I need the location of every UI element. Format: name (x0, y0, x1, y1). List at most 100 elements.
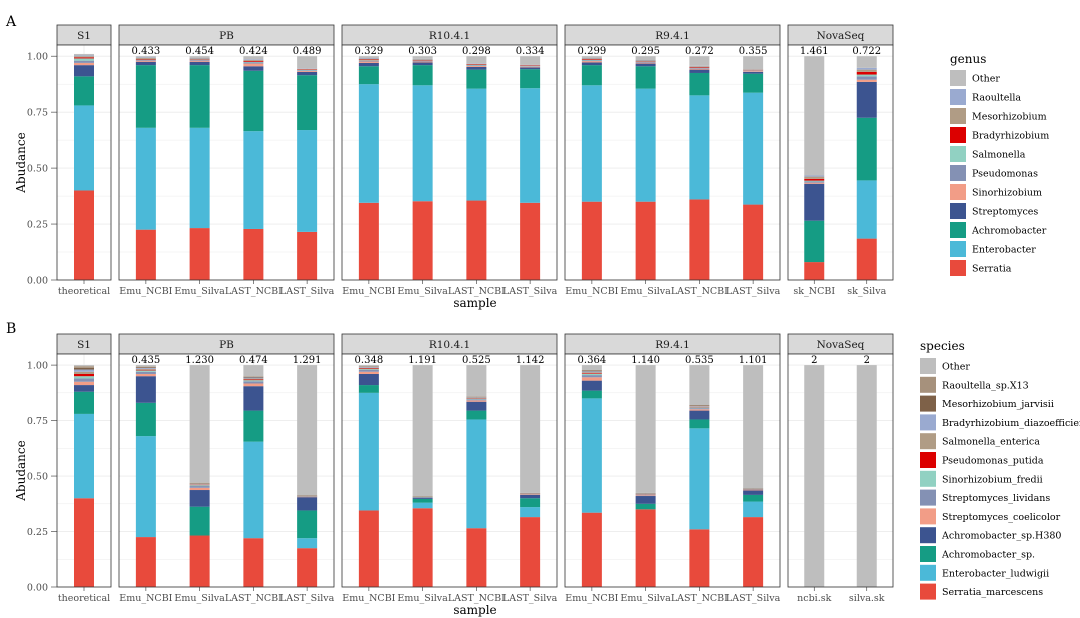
bar-segment-Streptomyces (297, 71, 318, 76)
facet-strip-label: PB (219, 339, 234, 351)
bar-annotation: 0.433 (132, 46, 161, 57)
bar-segment-Mesorhizobium (804, 176, 825, 179)
bar-segment-Streptomyces (74, 65, 94, 77)
bar-segment-Other (358, 56, 379, 58)
bar-segment-Sinorhizobium (74, 62, 94, 66)
bar-segment-Mesorhizobium (689, 66, 710, 67)
bar-segment-Bradyrhizobium_diazoefficiens (581, 371, 602, 373)
bar-segment-Raoultella_sp.X13 (74, 366, 94, 368)
bar-segment-Serratia_marcescens (466, 528, 487, 587)
bar-segment-Other (243, 365, 264, 377)
bar-segment-Pseudomonas (297, 70, 318, 71)
bar-segment-Serratia (689, 199, 710, 280)
bar-segment-Other (412, 365, 433, 497)
facet-PB: PB 0.433 Emu_NCBI 0.454 Emu_Silva 0.424 LAST_N… (118, 24, 335, 297)
bar-segment-Pseudomonas_putida (581, 373, 602, 374)
bar-annotation: 0.474 (239, 355, 268, 366)
bar-segment-Salmonella (856, 74, 877, 77)
facet-strip-label: NovaSeq (817, 30, 865, 42)
bar-segment-Serratia (358, 202, 379, 280)
bar-segment-Serratia (189, 228, 210, 280)
bar-segment-Enterobacter_ludwigii (243, 441, 264, 539)
bar-segment-Sinorhizobium (635, 62, 656, 64)
bar-segment-Serratia (243, 228, 264, 280)
x-axis-label: sample (453, 603, 496, 617)
bar-segment-Raoultella (804, 175, 825, 177)
bar-segment-Bradyrhizobium (804, 178, 825, 181)
legend-swatch (920, 376, 936, 393)
x-tick-label: Emu_Silva (620, 286, 671, 297)
bar-segment-Salmonella_enterica (135, 368, 156, 370)
bar-annotation: 0.298 (462, 46, 491, 57)
bar-segment-Other (74, 53, 94, 56)
bar-segment-Enterobacter (189, 127, 210, 229)
bar-segment-Streptomyces (466, 66, 487, 70)
bar-segment-Serratia (635, 201, 656, 280)
legend-label: Salmonella_enterica (942, 437, 1040, 448)
bar-segment-Enterobacter_ludwigii (581, 398, 602, 513)
bar-segment-Pseudomonas (135, 59, 156, 61)
bar-segment-Serratia (412, 201, 433, 280)
legend-swatch (920, 395, 936, 412)
bar-segment-Streptomyces_lividans (189, 486, 210, 488)
legend-swatch (950, 70, 966, 86)
legend-label: Bradyrhizobium_diazoefficiens (942, 418, 1080, 429)
bar-segment-Serratia_marcescens (189, 535, 210, 587)
bar-segment-Achromobacter_sp.H380 (520, 494, 541, 499)
x-tick-label: silva.sk (849, 593, 885, 604)
bar-segment-Salmonella (243, 61, 264, 63)
bar-segment-Mesorhizobium (466, 63, 487, 65)
bar-segment-Other (358, 365, 379, 367)
bar-segment-Streptomyces_coelicolor (581, 377, 602, 381)
bar-segment-Bradyrhizobium_diazoefficiens (358, 367, 379, 368)
legend-label: Sinorhizobium_fredii (942, 474, 1043, 485)
bar-segment-Raoultella (358, 57, 379, 59)
bar-segment-Other (297, 56, 318, 69)
legend-label: Other (972, 74, 1000, 85)
bar-segment-Achromobacter_sp.H380 (74, 385, 94, 392)
bar-segment-Streptomyces (804, 183, 825, 221)
bar-segment-Streptomyces_coelicolor (689, 409, 710, 411)
bar-segment-Serratia_marcescens (74, 498, 94, 587)
bar-segment-Serratia_marcescens (243, 538, 264, 587)
x-tick-label: Emu_NCBI (119, 286, 172, 297)
facet-border (564, 353, 781, 588)
x-tick-label: sk_NCBI (793, 286, 835, 297)
legend-swatch (920, 414, 936, 431)
bar-segment-Other (856, 365, 877, 587)
x-tick-label: Emu_Silva (620, 593, 671, 604)
bar-segment-Enterobacter (856, 180, 877, 239)
bar-segment-Other (135, 365, 156, 367)
facet-strip-label: R10.4.1 (429, 30, 470, 42)
bar-segment-Other (743, 56, 764, 70)
bar-segment-Enterobacter (412, 85, 433, 202)
facet-border (56, 44, 112, 281)
bar-segment-Enterobacter (581, 85, 602, 202)
x-tick-label: theoretical (58, 286, 110, 297)
legend-swatch (920, 452, 936, 468)
legend-label: Achromobacter_sp.H380 (941, 531, 1061, 542)
legend-label: Sinorhizobium (972, 188, 1042, 199)
bar-segment-Sinorhizobium_fredii (581, 373, 602, 376)
bar-segment-Serratia (856, 238, 877, 280)
bar-segment-Achromobacter_sp.H380 (243, 386, 264, 411)
bar-segment-Mesorhizobium (189, 58, 210, 60)
facet-PB: PB 0.435 Emu_NCBI 1.230 Emu_Silva 0.474 LAST_N… (118, 333, 335, 604)
facet-border (118, 44, 335, 281)
bar-segment-Other (804, 56, 825, 176)
bar-segment-Pseudomonas_putida (135, 369, 156, 371)
bar-annotation: 1.291 (293, 355, 322, 366)
facet-R10.4.1: R10.4.1 0.329 Emu_NCBI 0.303 Emu_Silva 0.298 L… (341, 24, 558, 297)
bar-annotation: 0.535 (685, 355, 714, 366)
facet-border (341, 44, 558, 281)
bar-segment-Serratia (297, 231, 318, 280)
legend-swatch (950, 241, 966, 257)
bar-segment-Sinorhizobium (689, 68, 710, 70)
bar-segment-Enterobacter (297, 130, 318, 232)
bar-segment-Serratia (74, 190, 94, 280)
bar-segment-Sinorhizobium_fredii (243, 380, 264, 382)
bar-segment-Achromobacter_sp. (635, 503, 656, 510)
bar-segment-Bradyrhizobium (243, 60, 264, 62)
bar-segment-Achromobacter (74, 76, 94, 106)
bar-segment-Other (520, 56, 541, 65)
